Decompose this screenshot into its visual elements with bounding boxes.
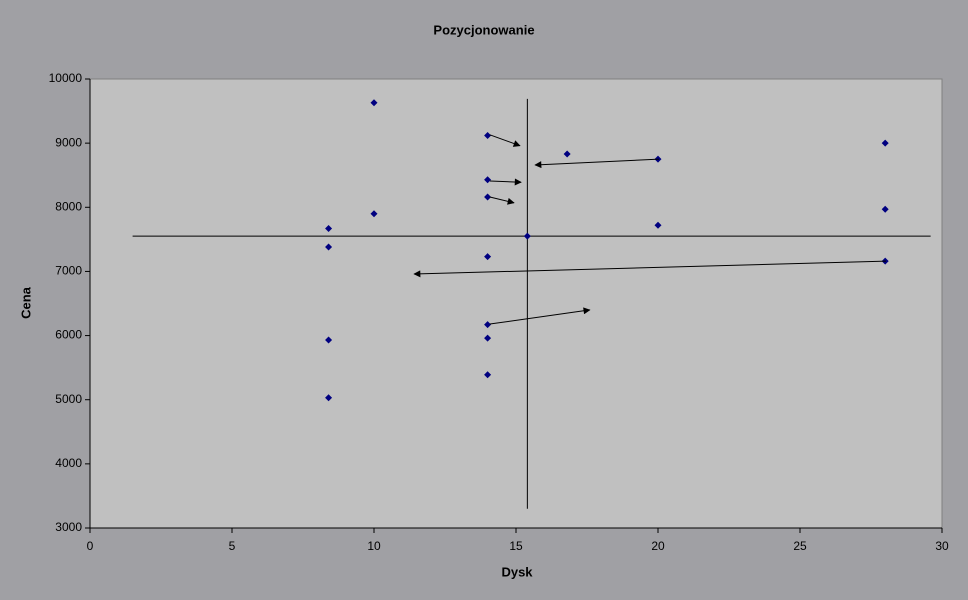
point	[370, 99, 378, 107]
point	[325, 394, 333, 402]
x-tick-label: 15	[509, 539, 523, 553]
x-tick-label: 10	[367, 539, 381, 553]
y-tick-label: 9000	[55, 135, 82, 149]
arrow	[413, 260, 887, 278]
y-tick-label: 4000	[55, 456, 82, 470]
arrow	[489, 196, 515, 205]
point	[484, 253, 492, 261]
point	[484, 334, 492, 342]
x-tick-label: 25	[793, 539, 807, 553]
x-tick-label: 0	[87, 539, 94, 553]
arrow	[489, 134, 521, 147]
y-tick-label: 3000	[55, 520, 82, 534]
point	[523, 232, 531, 240]
y-tick-label: 10000	[49, 71, 83, 85]
y-tick-label: 5000	[55, 392, 82, 406]
x-tick-label: 20	[651, 539, 665, 553]
x-tick-label: 5	[229, 539, 236, 553]
chart-title: Pozycjonowanie	[433, 22, 534, 37]
point	[484, 321, 492, 329]
y-tick-label: 6000	[55, 328, 82, 342]
point	[370, 210, 378, 218]
point	[484, 371, 492, 379]
point	[484, 131, 492, 139]
y-tick-label: 7000	[55, 264, 82, 278]
arrow	[489, 178, 522, 186]
y-tick-label: 8000	[55, 199, 82, 213]
point	[654, 221, 662, 229]
x-axis-label: Dysk	[501, 564, 533, 579]
arrow	[489, 307, 591, 325]
plot-area	[89, 78, 943, 529]
arrow	[534, 158, 660, 169]
point	[325, 336, 333, 344]
x-tick-label: 30	[935, 539, 949, 553]
point	[484, 193, 492, 201]
y-axis-label: Cena	[18, 286, 33, 319]
point	[881, 139, 889, 147]
point	[325, 243, 333, 251]
point	[484, 176, 492, 184]
point	[325, 224, 333, 232]
point	[563, 150, 571, 158]
point	[881, 205, 889, 213]
